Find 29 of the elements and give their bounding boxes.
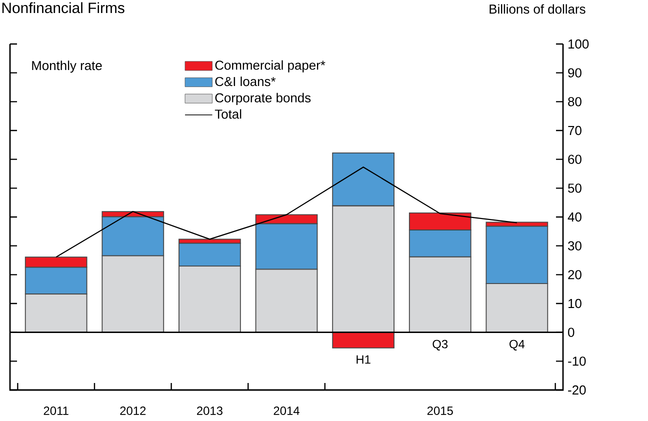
y-tick-label: 90 — [568, 68, 582, 78]
legend-label: Commercial paper* — [215, 60, 326, 72]
y-tick-label: 20 — [568, 270, 582, 280]
text: 2015 — [427, 406, 453, 415]
legend-label: Total — [214, 109, 242, 119]
annotation: Monthly rate — [32, 60, 102, 73]
line-series — [56, 166, 518, 258]
y-axis-title: Billions of dollars — [490, 4, 586, 14]
y-tick-label: 50 — [568, 184, 582, 193]
x-tick-label: H1 — [356, 355, 370, 364]
x-tick-label: Q4 — [510, 340, 525, 350]
y-tick-label: 0 — [568, 328, 574, 337]
legend-label: C&I loans* — [215, 76, 276, 86]
y-tick-label: -20 — [568, 385, 586, 395]
y-tick-label: 80 — [568, 97, 582, 106]
y-tick-label: 30 — [568, 241, 582, 250]
y-tick-label: 100 — [568, 39, 589, 49]
y-tick-label: 10 — [568, 298, 582, 308]
y-tick-label: 40 — [568, 212, 582, 222]
chart-title: Nonfinancial Firms — [2, 2, 124, 14]
y-tick-label: -10 — [568, 356, 586, 366]
legend-label: Corporate bonds — [215, 92, 311, 105]
y-tick-label: 60 — [568, 154, 582, 164]
x-tick-label: Q3 — [432, 340, 448, 350]
x-tick-label: 2013 — [197, 406, 222, 415]
y-tick-label: 70 — [568, 126, 582, 136]
x-tick-label: 2011 — [44, 406, 68, 415]
x-tick-label: 2012 — [120, 406, 146, 415]
x-tick-label: 2014 — [274, 406, 300, 415]
